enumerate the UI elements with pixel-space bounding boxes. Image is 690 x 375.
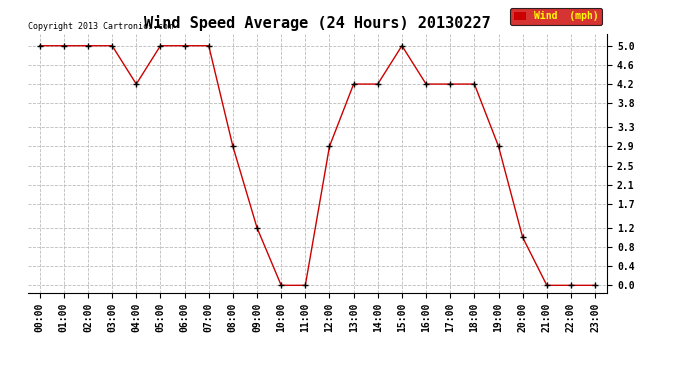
Title: Wind Speed Average (24 Hours) 20130227: Wind Speed Average (24 Hours) 20130227 <box>144 15 491 31</box>
Text: Copyright 2013 Cartronics.com: Copyright 2013 Cartronics.com <box>28 22 172 31</box>
Legend: Wind  (mph): Wind (mph) <box>511 8 602 26</box>
